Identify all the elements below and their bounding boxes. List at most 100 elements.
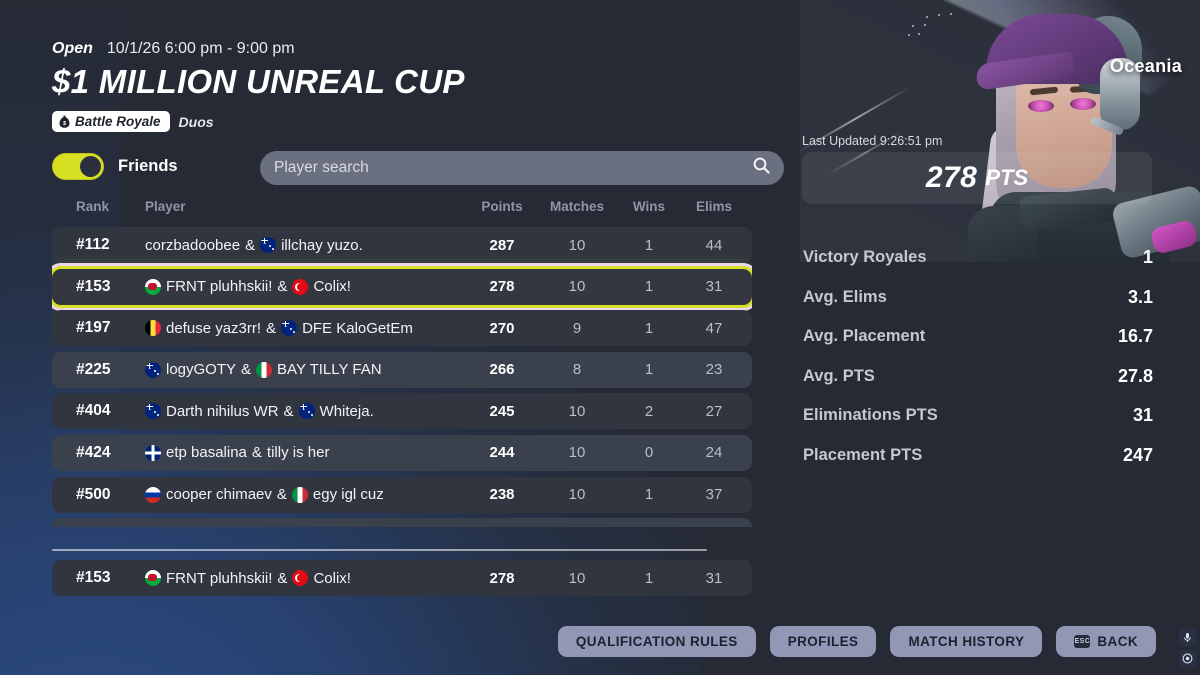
svg-text:$: $ [62,121,67,127]
page-title: $1 MILLION UNREAL CUP [52,63,465,100]
row-elims: 44 [705,236,723,254]
row-player: Darth nihilus WR & Whiteja. [127,403,466,420]
row-wins: 1 [644,486,654,504]
record-icon[interactable] [1179,650,1196,667]
pinned-player-row[interactable]: #153 FRNT pluhhskii! & Colix! 278 10 1 31 [52,560,752,602]
player-separator: & [276,486,287,504]
row-player: corzbadoobee & illchay yuzo. [127,237,466,254]
friends-toggle-label: Friends [118,157,178,175]
column-header-elims: Elims [695,198,733,214]
decor-dot [926,16,928,18]
leaderboard-rows[interactable]: #112 corzbadoobee & illchay yuzo. 287 10 1 44 #1… [52,227,752,527]
row-rank: #112 [76,236,110,253]
decor-dot [918,33,920,35]
decor-dot [938,14,940,16]
row-points: 245 [489,402,515,420]
player-character-avatar [968,0,1200,262]
row-rank: #404 [76,402,111,420]
row-rank: #225 [76,360,111,378]
row-points: 238 [489,486,515,504]
country-flag-icon [256,361,273,378]
mode-badge-label: Battle Royale [75,114,161,130]
table-row[interactable]: #153 FRNT pluhhskii! & Colix! 278 10 1 31 [52,560,752,596]
leaderboard-table: Rank Player Points Matches Wins Elims #1… [52,193,752,527]
row-rank: #424 [76,443,111,461]
row-points: 244 [489,444,515,462]
stat-value: 3.1 [1127,286,1153,307]
player-one-name: cooper chimaev [166,486,272,504]
row-elims: 24 [705,444,723,462]
country-flag-icon [260,237,277,253]
country-flag-icon [145,278,161,295]
stat-row: Eliminations PTS 31 [803,396,1153,436]
row-matches: 10 [568,236,586,254]
row-player: cooper chimaev & egy igl cuz [127,486,466,503]
table-row[interactable]: #538falcon ozzie!&frznau!2359124 [52,518,752,527]
friends-toggle[interactable] [52,153,104,180]
row-player: FRNT pluhhskii! & Colix! [127,570,466,587]
stat-value: 31 [1132,405,1153,426]
last-updated-label: Last Updated 9:26:51 pm [802,134,943,148]
country-flag-icon [145,486,161,503]
row-rank: #153 [76,277,111,295]
row-player: defuse yaz3rr! & DFE KaloGetEm [127,320,466,337]
row-wins: 2 [644,402,654,420]
stat-label: Eliminations PTS [803,406,938,425]
footer-button[interactable]: PROFILES [769,626,877,657]
row-rank: #153 [76,569,111,586]
event-tags: $ Battle Royale Duos [52,111,752,133]
player-two-name: BAY TILLY FAN [277,361,382,379]
event-meta: Open 10/1/26 6:00 pm - 9:00 pm [52,40,752,58]
hero-panel: Oceania [800,0,1200,262]
stat-label: Avg. Elims [803,287,887,306]
microphone-icon[interactable] [1179,629,1196,646]
search-icon[interactable] [753,157,770,179]
country-flag-icon [145,320,161,337]
footer-button[interactable]: ESC BACK [1056,626,1156,657]
row-matches: 9 [572,319,582,337]
table-row[interactable]: #404 Darth nihilus WR & Whiteja. 245 10 2 27 [52,393,752,430]
footer-button-label: BACK [1097,634,1138,649]
search-bar[interactable] [260,151,784,185]
footer-button-label: MATCH HISTORY [908,634,1025,649]
country-flag-icon [298,403,315,420]
mode-sub-label: Duos [178,113,214,130]
row-wins: 1 [644,569,654,587]
row-matches: 10 [568,569,586,587]
player-one-name: logyGOTY [166,361,237,379]
row-points: 287 [489,236,515,254]
decor-dot [912,25,914,27]
footer-button[interactable]: QUALIFICATION RULES [557,626,756,657]
footer-button-label: QUALIFICATION RULES [575,634,738,649]
table-row[interactable]: #197 defuse yaz3rr! & DFE KaloGetEm 270 9 1 47 [52,310,752,347]
row-elims: 47 [705,319,723,337]
footer-button[interactable]: MATCH HISTORY [890,626,1043,657]
stat-value: 247 [1122,444,1153,465]
player-separator: & [266,319,277,337]
column-header-points: Points [481,198,523,214]
player-two-name: DFE KaloGetEm [302,319,413,337]
row-wins: 1 [644,361,654,379]
row-wins: 1 [644,236,654,254]
pinned-row-separator [52,549,707,551]
row-wins: 1 [644,278,654,296]
table-row[interactable]: #153 FRNT pluhhskii! & Colix! 278 10 1 31 [52,268,752,305]
stat-label: Victory Royales [803,248,927,267]
country-flag-icon [145,361,161,378]
stat-label: Avg. Placement [803,327,926,346]
stat-row: Victory Royales 1 [803,238,1153,278]
table-row[interactable]: #500 cooper chimaev & egy igl cuz 238 10 1 37 [52,476,752,513]
row-player: logyGOTY & BAY TILLY FAN [127,361,466,378]
player-two-name: Colix! [313,569,351,587]
player-two-name: tilly is her [266,444,330,462]
table-row[interactable]: #112 corzbadoobee & illchay yuzo. 287 10 1 44 [52,227,752,263]
event-header: Open 10/1/26 6:00 pm - 9:00 pm $1 MILLIO… [52,40,752,133]
player-two-name: Colix! [313,278,351,296]
money-bag-icon: $ [59,115,70,129]
country-flag-icon [292,278,309,295]
table-row[interactable]: #225 logyGOTY & BAY TILLY FAN 266 8 1 23 [52,351,752,388]
row-rank: #500 [76,485,111,503]
search-input[interactable] [274,159,753,177]
table-row[interactable]: #424 etp basalina & tilly is her 244 10 0 24 [52,434,752,471]
table-header-row: Rank Player Points Matches Wins Elims [52,193,752,219]
